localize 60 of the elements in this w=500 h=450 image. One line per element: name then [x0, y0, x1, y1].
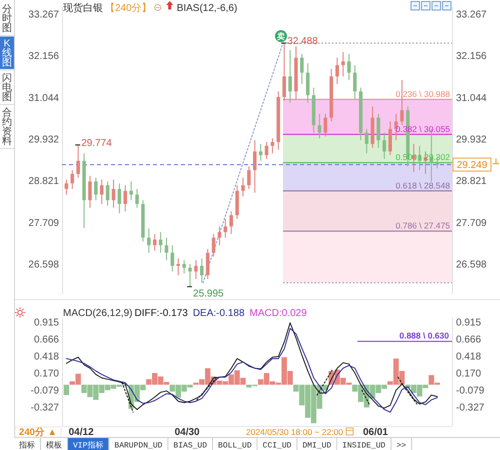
- y-tick-label: 0.915: [34, 317, 60, 328]
- text: 合约资料: [2, 106, 12, 147]
- ref-line-label: 29.249: [456, 160, 488, 172]
- y2-tick-label: 31.044: [456, 92, 488, 104]
- annotation: 0.888 \ 0.630: [399, 330, 450, 340]
- y-tick-label: -0.079: [30, 386, 60, 397]
- text: >>: [396, 442, 406, 450]
- text: INSIDE_UD: [342, 442, 386, 450]
- y-tick-label: 28.821: [28, 176, 60, 188]
- y2-tick-label: 0.418: [456, 351, 482, 362]
- text: BIAS_UD: [173, 442, 208, 450]
- y-tick-label: 27.709: [28, 218, 60, 229]
- y2-tick-label: 0.915: [456, 317, 482, 328]
- y-tick-label: 0.666: [34, 334, 60, 346]
- chart-title: 现货白银: [63, 2, 103, 14]
- text: 分时图: [2, 3, 12, 34]
- y-tick-label: 29.932: [28, 134, 60, 146]
- y2-tick-label: 26.598: [456, 260, 488, 271]
- y-tick-label: 0.170: [34, 368, 60, 380]
- x-tick-label: 04/12: [68, 427, 94, 438]
- annotation: BIAS(12,-6,6): [176, 3, 238, 14]
- y2-tick-label: 28.821: [456, 176, 488, 188]
- y2-tick-label: 0.170: [456, 368, 482, 380]
- text: CCI_UD: [262, 442, 292, 450]
- text: BOLL_UD: [218, 442, 252, 450]
- y2-tick-label: 33.267: [456, 9, 488, 20]
- y2-tick-label: -0.079: [456, 386, 485, 397]
- y2-tick-label: -0.327: [456, 402, 485, 414]
- y-tick-label: 31.044: [28, 92, 60, 104]
- text: 模板: [46, 440, 62, 450]
- y2-tick-label: 27.709: [456, 218, 488, 229]
- text: 2024/05/30 18:00 ~ 22:00: [246, 427, 344, 437]
- text: 指标: [18, 440, 35, 450]
- chart-title: MACD(26,12,9): [63, 308, 132, 319]
- ref-line-label: 0.618 \ 28.548: [396, 180, 450, 190]
- y-tick-label: -0.327: [30, 402, 60, 414]
- text: 闪电图: [2, 72, 12, 103]
- annotation: MACD:0.029: [250, 308, 308, 319]
- annotation: 25.995: [193, 288, 224, 300]
- y-tick-label: 26.598: [28, 260, 60, 271]
- y2-tick-label: 29.932: [456, 134, 488, 146]
- y2-tick-label: 0.666: [456, 334, 482, 346]
- y-tick-label: 0.418: [34, 351, 60, 362]
- text: DMI_UD: [302, 442, 332, 450]
- text: VIP指标: [73, 440, 104, 450]
- ref-line-label: 0.786 \ 27.475: [396, 220, 450, 231]
- y-tick-label: 32.156: [28, 51, 60, 62]
- annotation: 卖: [277, 32, 285, 42]
- chart-subtitle: 【240分】: [105, 2, 152, 14]
- text: DIFF:-0.173: [134, 308, 188, 319]
- y-tick-label: 33.267: [28, 9, 60, 20]
- annotation: 32.488: [287, 36, 318, 48]
- text: 240分 ▲: [19, 426, 57, 438]
- y2-tick-label: 32.156: [456, 51, 488, 62]
- text: K线图: [2, 38, 12, 68]
- annotation: 29.774: [81, 138, 112, 149]
- x-tick-label: 06/01: [362, 427, 388, 438]
- text: BARUPDN_UD: [114, 442, 163, 450]
- text: DEA:-0.188: [192, 308, 245, 319]
- x-tick-label: 04/30: [174, 427, 200, 438]
